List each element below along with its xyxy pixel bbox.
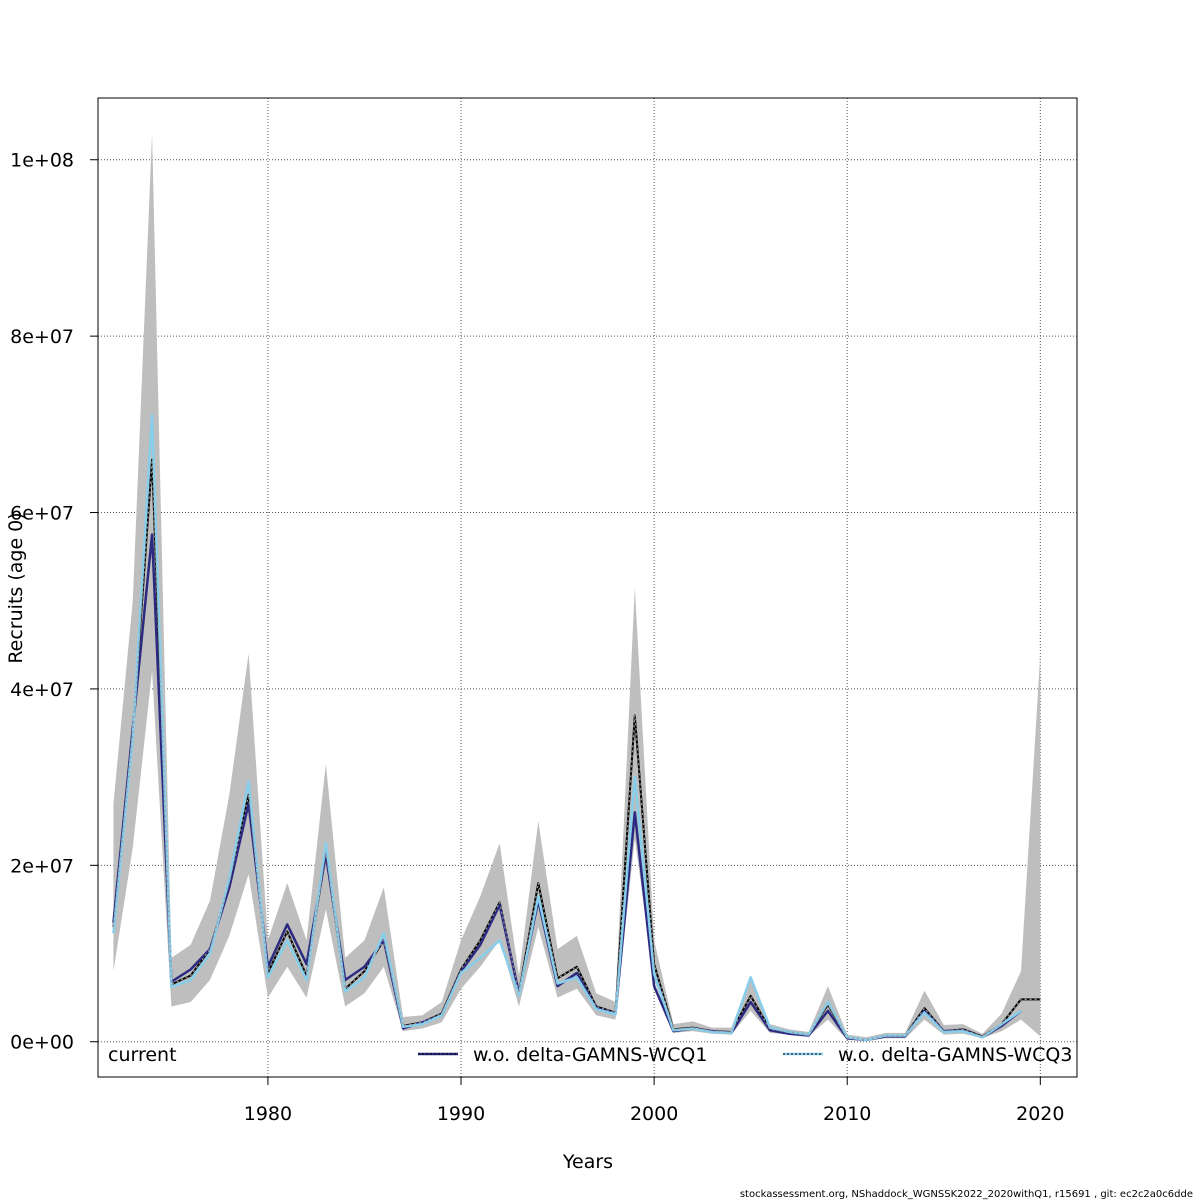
- legend-label-current: current: [108, 1044, 177, 1066]
- y-tick-label: 4e+07: [10, 679, 74, 701]
- x-tick-label: 2000: [630, 1103, 678, 1125]
- series-line-wcq3: [112, 414, 1022, 1042]
- x-axis-title: Years: [562, 1151, 613, 1173]
- x-tick-label: 2010: [823, 1103, 871, 1125]
- y-axis-title: Recruits (age 0): [5, 512, 27, 663]
- legend-label-wcq3: w.o. delta-GAMNS-WCQ3: [838, 1044, 1072, 1066]
- legend-label-wcq1: w.o. delta-GAMNS-WCQ1: [473, 1044, 707, 1066]
- plot-frame: [97, 97, 1078, 1078]
- legend: current w.o. delta-GAMNS-WCQ1 w.o. delta-G…: [108, 1044, 1072, 1066]
- y-tick-label: 6e+07: [10, 503, 74, 525]
- y-axis: 0e+00 2e+07 4e+07 6e+07 8e+07 1e+08: [10, 150, 98, 1054]
- series-line-current-dotted: [112, 459, 1041, 1041]
- series-lines-layer: [112, 414, 1041, 1042]
- y-tick-label: 1e+08: [10, 150, 74, 172]
- confidence-band-layer: [113, 133, 1041, 1041]
- x-axis: 1980 1990 2000 2010 2020: [244, 1077, 1064, 1125]
- x-tick-label: 2020: [1016, 1103, 1064, 1125]
- confidence-band: [113, 133, 1041, 1041]
- x-tick-label: 1980: [244, 1103, 292, 1125]
- y-tick-label: 8e+07: [10, 326, 74, 348]
- y-tick-label: 0e+00: [10, 1032, 74, 1054]
- grid-lines: [98, 98, 1077, 1077]
- y-tick-label: 2e+07: [10, 855, 74, 877]
- footer-note: stockassessment.org, NShaddock_WGNSSK202…: [740, 1189, 1193, 1200]
- x-tick-label: 1990: [437, 1103, 485, 1125]
